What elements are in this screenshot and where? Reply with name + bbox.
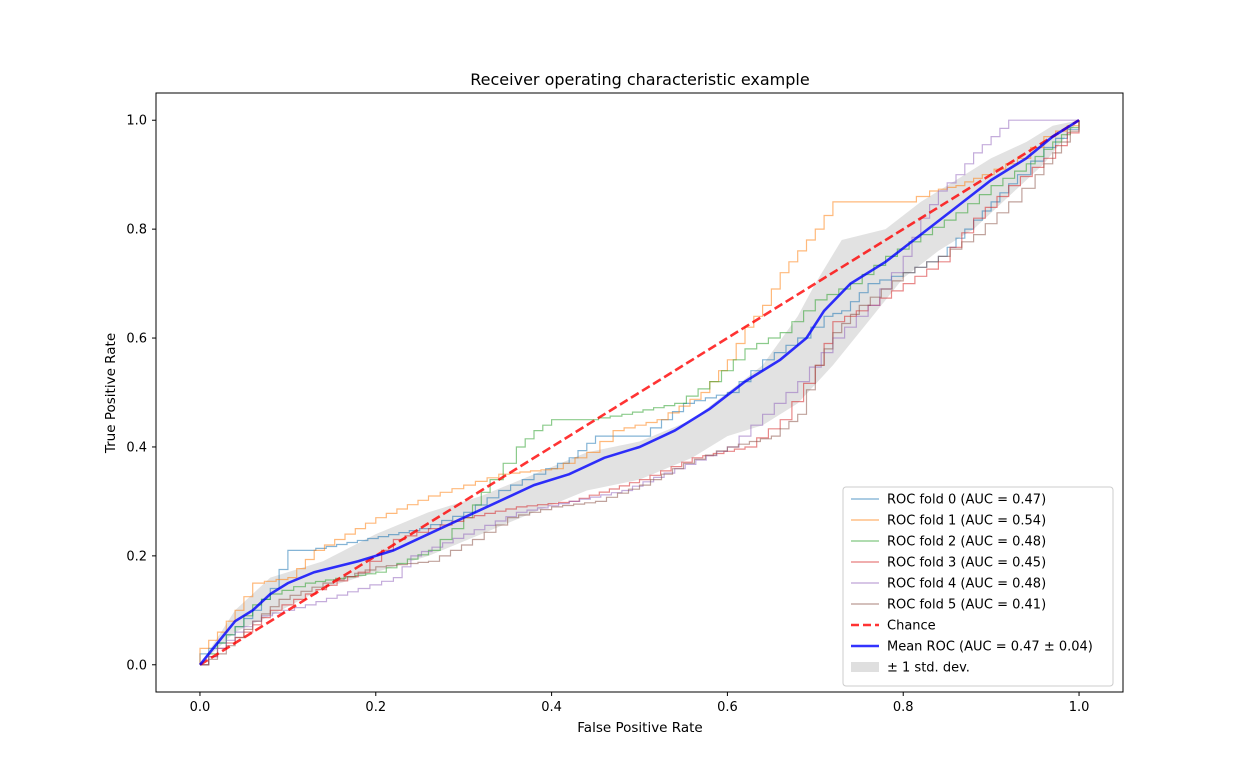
- series-line-chance: [199, 119, 1080, 666]
- y-tick-label: 1.0: [126, 114, 147, 129]
- series-line-roc-fold-5: [200, 120, 1080, 666]
- series-line-mean-roc: [198, 119, 1080, 666]
- x-tick-label: 1.0: [1069, 700, 1090, 715]
- y-tick-label: 0.2: [126, 549, 147, 564]
- legend-swatch-band: [851, 662, 879, 672]
- legend-box: [842, 486, 1114, 687]
- legend-entry: ROC fold 5 (AUC = 0.41): [851, 598, 1046, 613]
- x-tick-label: 0.4: [541, 700, 562, 715]
- legend-entry: ± 1 std. dev.: [851, 661, 970, 676]
- y-tick-label: 0.0: [126, 658, 147, 673]
- chart-title: Receiver operating characteristic exampl…: [470, 70, 809, 89]
- legend-entry: ROC fold 0 (AUC = 0.47): [851, 493, 1046, 508]
- legend-label: ROC fold 5 (AUC = 0.41): [887, 598, 1046, 613]
- legend-label: ROC fold 4 (AUC = 0.48): [887, 577, 1046, 592]
- y-tick-label: 0.6: [126, 332, 147, 347]
- legend-entry: ROC fold 1 (AUC = 0.54): [851, 514, 1046, 529]
- x-axis-label: False Positive Rate: [577, 720, 702, 736]
- legend-label: ROC fold 1 (AUC = 0.54): [887, 514, 1046, 529]
- legend-label: Mean ROC (AUC = 0.47 ± 0.04): [887, 640, 1093, 655]
- legend-label: ROC fold 2 (AUC = 0.48): [887, 535, 1046, 550]
- x-tick-label: 0.8: [893, 700, 914, 715]
- x-tick-label: 0.6: [717, 700, 738, 715]
- legend-entry: Chance: [851, 619, 936, 634]
- legend: ROC fold 0 (AUC = 0.47) ROC fold 1 (AUC =…: [842, 486, 1114, 687]
- legend-label: ROC fold 0 (AUC = 0.47): [887, 493, 1046, 508]
- legend-entry: Mean ROC (AUC = 0.47 ± 0.04): [851, 640, 1093, 655]
- legend-label: ROC fold 3 (AUC = 0.45): [887, 556, 1046, 571]
- legend-label: Chance: [887, 619, 936, 634]
- legend-label: ± 1 std. dev.: [887, 661, 970, 676]
- y-axis-ticks: 0.0 0.2 0.4 0.6 0.8 1.0: [126, 114, 156, 673]
- legend-entry: ROC fold 4 (AUC = 0.48): [851, 577, 1046, 592]
- x-tick-label: 0.0: [190, 700, 211, 715]
- legend-entry: ROC fold 2 (AUC = 0.48): [851, 535, 1046, 550]
- x-tick-label: 0.2: [365, 700, 386, 715]
- x-axis-ticks: 0.0 0.2 0.4 0.6 0.8 1.0: [190, 692, 1090, 715]
- series-line-roc-fold-3: [200, 120, 1080, 666]
- y-tick-label: 0.8: [126, 223, 147, 238]
- y-tick-label: 0.4: [126, 440, 147, 455]
- y-axis-label: True Positive Rate: [103, 333, 119, 454]
- plot-frame: [155, 92, 1124, 693]
- series-line-roc-fold-1: [199, 120, 1080, 665]
- plot-content: [198, 119, 1080, 666]
- legend-entry: ROC fold 3 (AUC = 0.45): [851, 556, 1046, 571]
- series-line-roc-fold-4: [200, 119, 1079, 666]
